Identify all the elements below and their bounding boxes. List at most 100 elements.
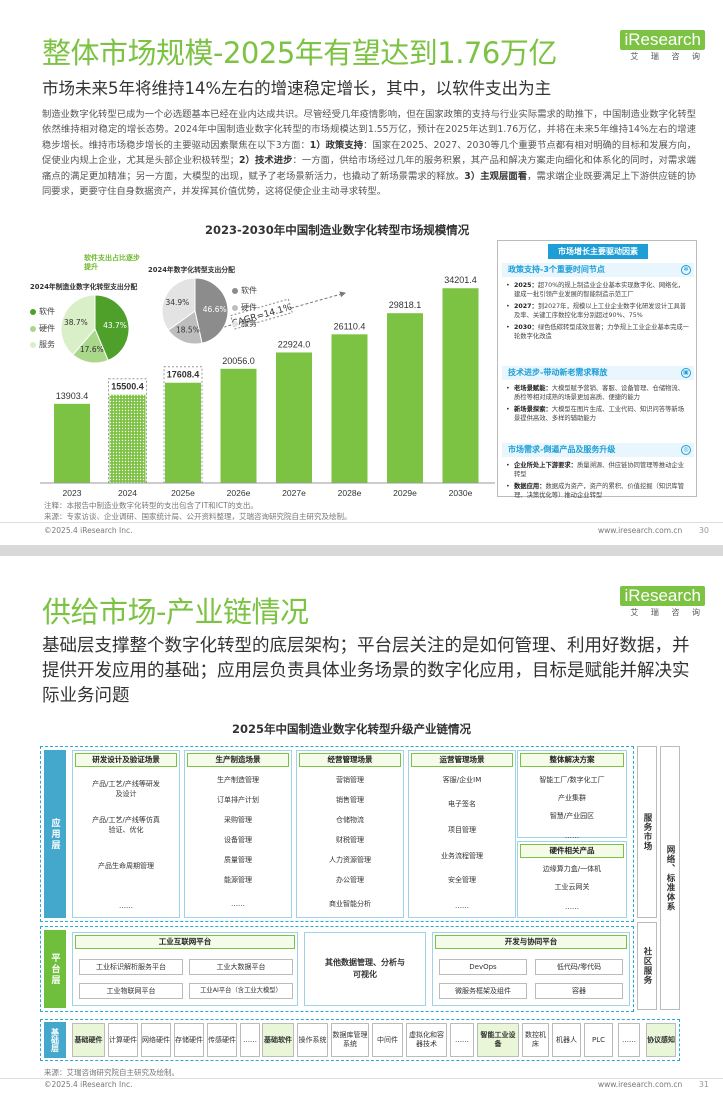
- app-column-head: 研发设计及验证场景: [75, 753, 177, 767]
- app-item: 人力资源管理: [329, 856, 371, 864]
- bar-2030e: [442, 288, 479, 483]
- iresearch-logo: iResearch 艾 瑞 咨 询: [615, 586, 705, 618]
- diagram-title: 2025年中国制造业数字化转型升级产业链情况: [232, 722, 472, 736]
- website: www.iresearch.com.cn: [598, 1080, 683, 1089]
- base-item: 存储硬件: [174, 1023, 204, 1057]
- cart-icon: ◎: [681, 445, 691, 455]
- pie-2025: 46.6% 18.5% 34.9%: [161, 277, 229, 345]
- para-bold: 3）主观层面看: [464, 170, 528, 182]
- drivers-header: 市场增长主要驱动因素: [548, 244, 648, 259]
- driver-item: 企业所处上下游要求：质量溯源、供应链协同管理等推动企业转型: [506, 461, 690, 480]
- bar-value-label: 15500.4: [111, 382, 144, 392]
- app-item: 电子签名: [448, 800, 476, 808]
- app-item: 营销管理: [336, 776, 364, 784]
- iip-item: 工业标识解析服务平台: [79, 959, 183, 975]
- base-item: ……: [450, 1023, 474, 1057]
- legend-label: 软件: [241, 286, 257, 295]
- app-item: 办公管理: [336, 876, 364, 884]
- app-item: ……: [343, 752, 357, 760]
- base-layer-frame: [40, 1019, 680, 1061]
- pie-2024-title: 2024年制造业数字化转型支出分配: [30, 283, 138, 291]
- bar-value-label: 29818.1: [389, 300, 422, 310]
- x-tick-label: 2024: [118, 488, 137, 498]
- driver-item-key: 2030：: [514, 323, 538, 331]
- app-item: ……: [565, 832, 579, 840]
- driver-item-text: 质量溯源、供应链协同管理等推动企业转型: [514, 462, 685, 479]
- app-column: 研发设计及验证场景 产品/工艺/产线等研发及设计 产品/工艺/产线等仿真验证、优化产…: [72, 750, 180, 918]
- app-column: 运营管理场景 客服/企业IM 电子签名 项目管理 业务流程管理 安全管理 ……: [408, 750, 516, 918]
- legend-item: 硬件: [232, 300, 260, 317]
- bar-value-label: 22924.0: [278, 339, 311, 349]
- para-text: ：国家在2025、2027、2030等几个重要节点都有相对明确的目标和发展方向，…: [42, 139, 696, 167]
- driver-item-key: 企业所处上下游要求：: [514, 462, 577, 469]
- app-item: 订单排产计划: [217, 796, 259, 804]
- pie-slice-硬件: [167, 310, 203, 345]
- pie-value-label: 46.6%: [203, 305, 227, 314]
- base-item: ……: [240, 1023, 260, 1057]
- iip-platform: 工业互联网平台 工业标识解析服务平台 工业大数据平台 工业物联网平台 工业AI平…: [72, 932, 298, 1006]
- tech-items: 老场景赋能：大模型赋予营销、客服、设备管理、仓储物流、质检等相对成熟的场景更加高…: [506, 384, 690, 426]
- driver-item-key: 2027：: [514, 302, 538, 310]
- section-tech: 技术进步-带动新老需求释放 ▣: [502, 366, 694, 380]
- app-item: 商业智能分析: [329, 900, 371, 908]
- pie-2024: 43.7% 17.6% 38.7%: [60, 294, 130, 364]
- section-tech-title: 技术进步-带动新老需求释放: [508, 368, 608, 377]
- bar-value-label: 17608.4: [167, 370, 200, 380]
- network-standards: 网络、标准体系: [660, 746, 680, 1010]
- legend-swatch: [232, 288, 238, 294]
- logo-brand: iResearch: [620, 30, 705, 50]
- slide-30: 整体市场规模-2025年有望达到1.76万亿 iResearch 艾 瑞 咨 询…: [0, 0, 723, 545]
- x-tick-label: 2028e: [338, 488, 362, 498]
- driver-item-key: 老场景赋能：: [514, 385, 552, 392]
- bar-value-label: 13903.4: [56, 391, 89, 401]
- app-item: 质量管理: [224, 856, 252, 864]
- base-layer-label: 基础层: [44, 1022, 66, 1058]
- app-column: 整体解决方案 智能工厂/数字化工厂 产业集群 智慧/产业园区 ……: [517, 750, 627, 840]
- pie-slice-服务: [161, 277, 196, 331]
- copyright: ©2025.4 iResearch Inc.: [44, 526, 133, 535]
- legend-label: 硬件: [241, 302, 257, 312]
- legend-item: 服务: [30, 337, 58, 354]
- iip-head: 工业互联网平台: [75, 935, 295, 949]
- driver-item-key: 新场景探索：: [514, 405, 552, 413]
- bar-2026e: [220, 368, 257, 483]
- driver-item-text: 到2027年，规模以上工业企业数字化研发设计工具普及率、关键工序数控化率分别超过…: [514, 302, 687, 320]
- logo-cn: 艾 瑞 咨 询: [630, 52, 705, 61]
- legend-item: 软件: [232, 283, 260, 300]
- app-layer-label: 应用层: [44, 750, 66, 918]
- dev-item: 容器: [535, 983, 623, 999]
- note: 注释：本报告中制造业数字化转型的支出包含了IT和ICT的支出。: [44, 501, 258, 510]
- base-item: 智能工业设备: [477, 1023, 519, 1057]
- source: 来源：专家访谈、企业调研、国家统计局、公开资料整理，艾瑞咨询研究院自主研究及绘制…: [44, 512, 352, 521]
- x-tick-label: 2027e: [282, 488, 306, 498]
- app-column: 硬件相关产品 边缘算力盒/一体机 工业云网关 ……: [517, 841, 627, 918]
- driver-item-text: 绿色低碳转型成效显著；力争规上工业企业基本完成一轮数字化改造: [514, 323, 689, 341]
- legend-swatch: [232, 321, 238, 327]
- app-column: 生产制造场景 生产制造管理 订单排产计划 采购管理 设备管理 质量管理 能源管理 ……: [184, 750, 292, 918]
- legend-label: 服务: [241, 319, 257, 328]
- app-column-head: 运营管理场景: [411, 753, 513, 767]
- iip-item: 工业物联网平台: [79, 983, 183, 999]
- app-item: 项目管理: [448, 826, 476, 834]
- app-item: ……: [231, 900, 245, 908]
- driver-item: 老场景赋能：大模型赋予营销、客服、设备管理、仓储物流、质检等相对成熟的场景更加高…: [506, 384, 690, 403]
- app-item: ……: [455, 902, 469, 910]
- legend-swatch: [232, 304, 238, 311]
- logo-brand: iResearch: [620, 586, 705, 606]
- base-item: 基础硬件: [72, 1023, 105, 1057]
- pie-value-label: 43.7%: [103, 321, 127, 330]
- page-title: 整体市场规模-2025年有望达到1.76万亿: [42, 36, 557, 70]
- x-tick-label: 2030e: [449, 488, 473, 498]
- service-market: 服务市场: [637, 746, 657, 918]
- app-item: 仓储物流: [336, 816, 364, 824]
- base-item: 机器人: [552, 1023, 581, 1057]
- dev-item: 微服务框架及组件: [439, 983, 527, 999]
- dev-platform: 开发与协同平台 DevOps 低代码/零代码 微服务框架及组件 容器: [432, 932, 630, 1006]
- section-policy-title: 政策支持-3个重要时间节点: [508, 265, 605, 274]
- base-item: 基础软件: [262, 1023, 294, 1057]
- x-tick-label: 2023: [63, 488, 82, 498]
- driver-item-text: 数据成为资产，资产的累积、价值挖掘（知识库管理、决策优化等）推动企业转型: [514, 482, 685, 500]
- driver-item-text: 超70%的规上制造业企业基本实现数字化、网络化，建成一批引领产业发展的智能制造示…: [514, 282, 685, 299]
- page-title: 供给市场-产业链情况: [42, 595, 309, 629]
- policy-items: 2025：超70%的规上制造业企业基本实现数字化、网络化，建成一批引领产业发展的…: [506, 281, 690, 343]
